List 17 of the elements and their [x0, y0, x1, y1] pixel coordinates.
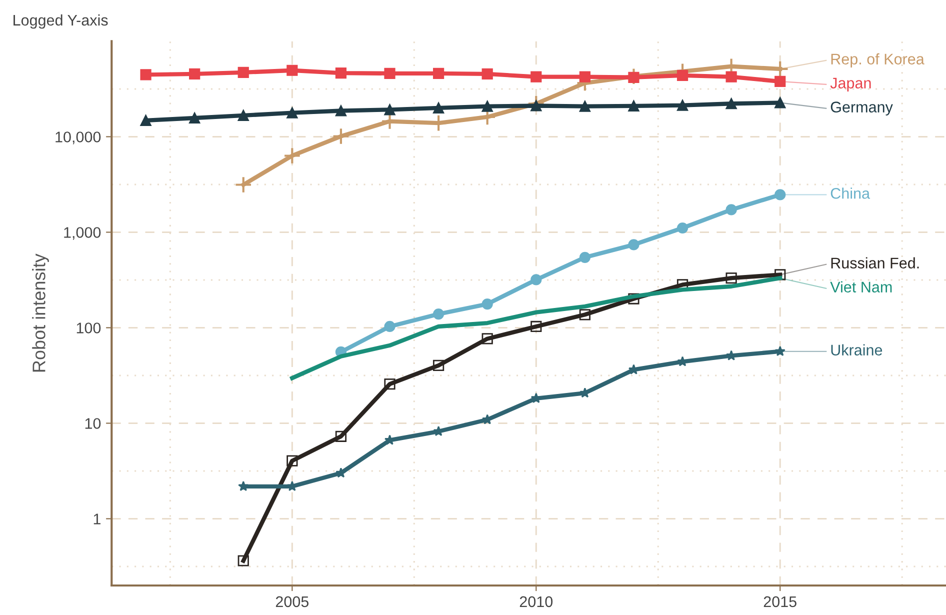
legend-label: Viet Nam — [830, 281, 892, 292]
legend-label: Japan — [830, 78, 871, 92]
legend-label: Rep. of Korea — [831, 53, 924, 68]
x-tick-label: 2015 — [764, 596, 796, 608]
y-axis-title: Robot intensity — [32, 254, 49, 372]
y-tick-label: 1,000 — [64, 227, 101, 240]
legend-label: Ukraine — [831, 344, 882, 356]
y-tick-label: 10 — [85, 418, 101, 429]
legend-label: Germany — [830, 102, 893, 116]
x-tick-label: 2005 — [276, 596, 309, 608]
y-tick-label: 1 — [94, 514, 100, 524]
chart-title: Logged Y-axis — [14, 14, 108, 29]
y-tick-label: 100 — [76, 322, 101, 334]
x-tick-label: 2010 — [520, 596, 553, 608]
legend-label: Russian Fed. — [831, 257, 919, 268]
y-tick-label: 10,000 — [56, 132, 101, 144]
legend-label: China — [830, 188, 870, 199]
